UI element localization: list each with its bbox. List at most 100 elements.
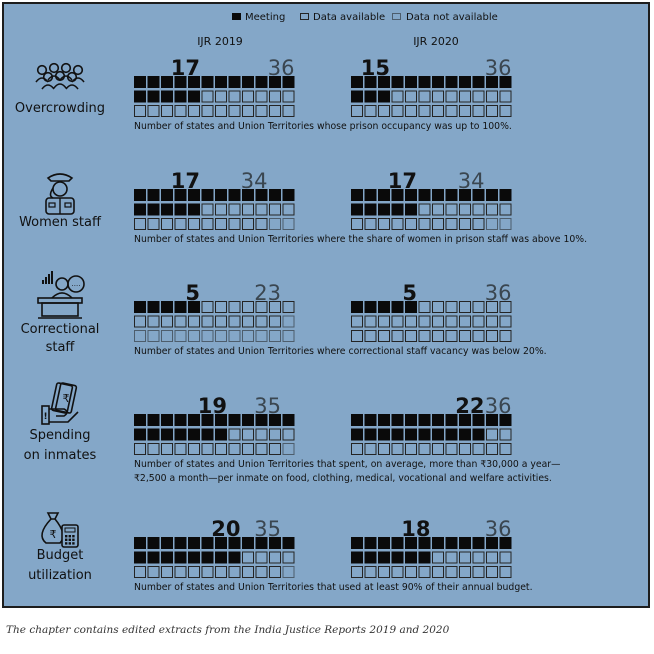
waffle-unit-meeting [134, 76, 146, 88]
waffle-unit-meeting [364, 189, 377, 201]
waffle-unit-available [499, 428, 512, 441]
waffle-unit-available [391, 105, 404, 117]
waffle-unit-available [405, 90, 417, 103]
waffle-unit-meeting [364, 203, 377, 216]
waffle-unit-available [459, 443, 471, 455]
waffle-unit-meeting [391, 189, 404, 201]
waffle-unit-available [255, 428, 268, 441]
waffle-unit-available [188, 218, 200, 230]
waffle-unit-meeting [391, 537, 404, 549]
waffle-unit-available [418, 301, 431, 313]
waffle-unit-available [351, 566, 363, 578]
waffle-unit-available [445, 330, 458, 342]
available-count-ijr2019: 35 [254, 394, 281, 418]
waffle-unit-available [269, 443, 281, 455]
waffle-unit-available [147, 218, 160, 230]
waffle-unit-available [161, 566, 173, 578]
waffle-unit-not-available [228, 330, 241, 342]
waffle-unit-available [405, 218, 417, 230]
waffle-unit-meeting [228, 551, 241, 564]
waffle-unit-available [269, 90, 281, 103]
waffle-unit-meeting [147, 203, 160, 216]
waffle-unit-available [228, 90, 241, 103]
waffle-unit-available [228, 315, 241, 328]
indicator-label-overcrowding: Overcrowding [15, 101, 105, 116]
waffle-unit-available [174, 566, 187, 578]
meeting-count-ijr2019: 19 [198, 394, 227, 418]
waffle-unit-not-available [255, 330, 268, 342]
waffle-unit-meeting [351, 414, 363, 426]
waffle-unit-meeting [432, 189, 444, 201]
waffle-unit-available [201, 105, 214, 117]
waffle-unit-meeting [161, 76, 173, 88]
waffle-unit-meeting [255, 414, 268, 426]
waffle-unit-available [242, 551, 254, 564]
waffle-unit-available [418, 315, 431, 328]
waffle-unit-available [364, 330, 377, 342]
waffle-unit-meeting [364, 551, 377, 564]
waffle-grid-correctional-staff-ijr2020: 5 36 [351, 281, 512, 342]
waffle-unit-meeting [161, 90, 173, 103]
waffle-unit-available [255, 105, 268, 117]
waffle-unit-meeting [351, 203, 363, 216]
waffle-unit-meeting [405, 301, 417, 313]
waffle-unit-available [161, 218, 173, 230]
waffle-unit-meeting [378, 428, 390, 441]
waffle-unit-available [147, 566, 160, 578]
waffle-unit-available [215, 218, 227, 230]
waffle-unit-meeting [351, 551, 363, 564]
waffle-unit-available [242, 301, 254, 313]
waffle-unit-available [282, 105, 295, 117]
crowd-icon [35, 62, 85, 90]
waffle-unit-available [486, 315, 498, 328]
waffle-unit-available [405, 105, 417, 117]
waffle-unit-available [445, 301, 458, 313]
waffle-unit-meeting [188, 414, 200, 426]
waffle-unit-meeting [391, 203, 404, 216]
waffle-unit-meeting [351, 90, 363, 103]
waffle-unit-available [378, 218, 390, 230]
waffle-unit-available [391, 218, 404, 230]
waffle-unit-meeting [391, 428, 404, 441]
available-count-ijr2020: 36 [485, 517, 512, 541]
waffle-unit-not-available [282, 566, 295, 578]
waffle-unit-available [378, 330, 390, 342]
waffle-unit-meeting [364, 301, 377, 313]
meeting-count-ijr2020: 5 [402, 281, 417, 305]
waffle-unit-available [418, 330, 431, 342]
waffle-unit-not-available [161, 330, 173, 342]
money-hand-icon: ₹! [41, 382, 79, 425]
waffle-unit-meeting [255, 189, 268, 201]
waffle-unit-meeting [134, 203, 146, 216]
legend-label-available: Data available [313, 12, 385, 23]
meeting-count-ijr2019: 17 [171, 56, 200, 80]
waffle-unit-available [472, 330, 485, 342]
waffle-grid-women-staff-ijr2019: 17 34 [134, 169, 295, 230]
waffle-unit-available [432, 330, 444, 342]
waffle-unit-available [201, 566, 214, 578]
waffle-unit-meeting [378, 189, 390, 201]
waffle-unit-available [242, 315, 254, 328]
waffle-unit-available [228, 443, 241, 455]
waffle-unit-available [228, 301, 241, 313]
meeting-count-ijr2019: 17 [171, 169, 200, 193]
column-header-ijr-2019: IJR 2019 [197, 35, 243, 48]
waffle-unit-meeting [378, 203, 390, 216]
indicator-description-spending-on-inmates: ₹2,500 a month—per inmate on food, cloth… [134, 473, 552, 484]
waffle-unit-meeting [472, 428, 485, 441]
waffle-unit-available [351, 105, 363, 117]
waffle-unit-available [378, 105, 390, 117]
waffle-unit-meeting [188, 189, 200, 201]
waffle-unit-available [391, 315, 404, 328]
indicator-description-spending-on-inmates: Number of states and Union Territories t… [134, 459, 560, 470]
waffle-unit-available [242, 428, 254, 441]
waffle-unit-meeting [418, 428, 431, 441]
waffle-unit-meeting [215, 189, 227, 201]
waffle-unit-available [499, 301, 512, 313]
waffle-unit-available [201, 301, 214, 313]
waffle-unit-meeting [364, 76, 377, 88]
waffle-unit-meeting [405, 537, 417, 549]
waffle-unit-available [391, 90, 404, 103]
waffle-unit-available [459, 105, 471, 117]
